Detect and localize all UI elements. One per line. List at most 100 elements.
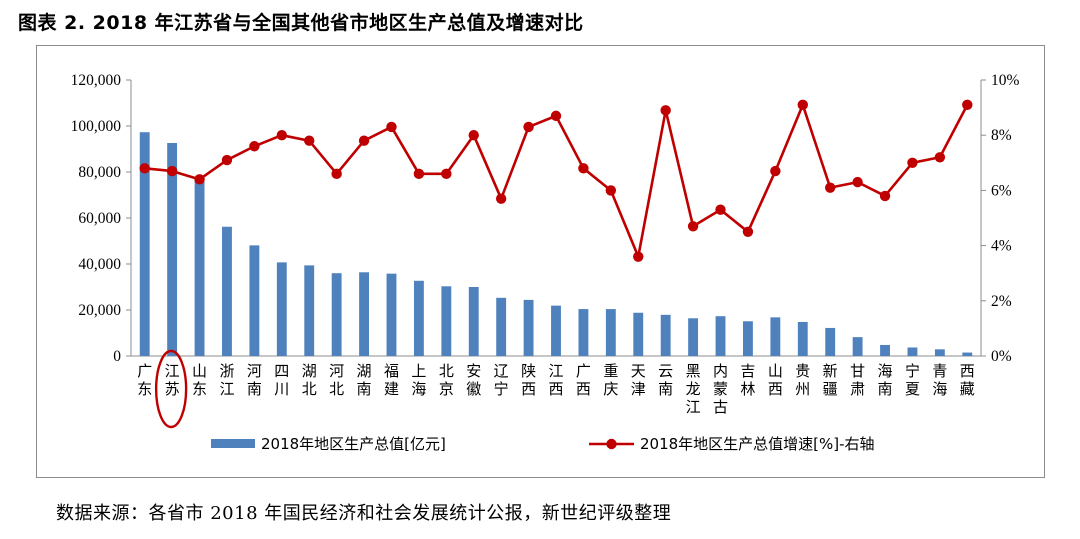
bar-gdp bbox=[304, 265, 315, 356]
x-tick-label: 河南 bbox=[247, 362, 262, 398]
left-axis-tick-label: 100,000 bbox=[71, 118, 122, 135]
x-tick-label: 山西 bbox=[768, 362, 783, 398]
right-axis-tick-label: 2% bbox=[991, 293, 1012, 310]
x-tick-label: 安徽 bbox=[466, 362, 481, 398]
bar-gdp bbox=[194, 180, 205, 356]
growth-point bbox=[468, 130, 479, 141]
x-tick-label: 浙江 bbox=[219, 362, 234, 398]
growth-point bbox=[495, 193, 507, 204]
x-tick-label: 内蒙古 bbox=[713, 362, 728, 416]
right-axis-tick-label: 10% bbox=[991, 72, 1020, 89]
chart-svg: 0 20,000 40,000 60,000 80,000 100,000 120,000 0… bbox=[71, 72, 1020, 453]
figure-source: 数据来源：各省市 2018 年国民经济和社会发展统计公报，新世纪评级整理 bbox=[56, 503, 672, 524]
bar-gdp bbox=[222, 226, 232, 356]
x-tick-label: 湖北 bbox=[302, 362, 317, 398]
bar-gdp bbox=[797, 321, 808, 356]
x-tick-label: 上海 bbox=[411, 362, 426, 398]
right-axis-tick-label: 0% bbox=[991, 348, 1012, 365]
legend-line-label: 2018年地区生产总值增速[%]-右轴 bbox=[640, 435, 875, 453]
bar-gdp bbox=[962, 352, 973, 356]
growth-point bbox=[578, 163, 589, 174]
growth-point bbox=[660, 105, 671, 116]
growth-point bbox=[852, 176, 863, 188]
bar-gdp bbox=[743, 321, 753, 356]
legend-bar-swatch bbox=[211, 439, 255, 448]
x-tick-label: 广西 bbox=[576, 362, 591, 398]
bar-gdp bbox=[715, 316, 726, 356]
growth-point bbox=[934, 152, 946, 163]
growth-point bbox=[358, 135, 370, 146]
left-axis-tick-label: 20,000 bbox=[78, 302, 121, 319]
growth-point bbox=[633, 251, 644, 262]
bar-gdp bbox=[359, 272, 369, 356]
bar-gdp bbox=[688, 318, 699, 356]
bar-gdp bbox=[825, 327, 836, 356]
bar-gdp bbox=[578, 309, 589, 356]
x-tick-label: 云南 bbox=[658, 362, 673, 398]
growth-point bbox=[742, 226, 754, 237]
growth-point bbox=[523, 121, 534, 133]
bar-gdp bbox=[249, 245, 260, 356]
legend-line-marker bbox=[606, 438, 617, 450]
bar-gdp bbox=[852, 337, 863, 356]
growth-point bbox=[249, 141, 260, 152]
chart-frame: 0 20,000 40,000 60,000 80,000 100,000 120,000 0… bbox=[36, 45, 1045, 478]
growth-point bbox=[687, 221, 699, 232]
x-tick-label: 宁夏 bbox=[905, 362, 920, 398]
growth-point bbox=[276, 130, 288, 141]
x-tick-label: 重庆 bbox=[603, 362, 618, 398]
x-tick-label: 新疆 bbox=[823, 362, 838, 398]
x-tick-label: 海南 bbox=[878, 362, 893, 398]
x-tick-label: 陕西 bbox=[521, 362, 536, 398]
x-tick-label: 山东 bbox=[192, 362, 207, 398]
growth-point bbox=[962, 99, 973, 111]
left-axis-tick-label: 40,000 bbox=[78, 256, 121, 273]
x-tick-label: 河北 bbox=[329, 362, 344, 398]
bar-gdp bbox=[633, 312, 644, 356]
left-axis-tick-label: 0 bbox=[113, 348, 121, 365]
x-tick-label: 江西 bbox=[548, 362, 563, 398]
right-axis-tick-label: 8% bbox=[991, 127, 1012, 144]
bar-gdp bbox=[468, 287, 479, 356]
bar-gdp bbox=[167, 143, 178, 356]
x-tick-label: 福建 bbox=[384, 362, 399, 398]
bar-gdp bbox=[907, 347, 918, 356]
growth-line bbox=[144, 103, 969, 258]
bar-gdp bbox=[523, 299, 534, 356]
left-axis-tick-label: 120,000 bbox=[71, 72, 122, 89]
bar-gdp bbox=[660, 314, 671, 356]
x-tick-label: 黑龙江 bbox=[686, 362, 701, 416]
bar-gdp bbox=[441, 286, 452, 356]
bar-gdp bbox=[386, 273, 397, 356]
growth-point bbox=[550, 110, 562, 122]
growth-point bbox=[304, 135, 315, 146]
x-tick-label: 西藏 bbox=[960, 362, 975, 398]
bar-gdp bbox=[880, 344, 890, 356]
growth-point bbox=[797, 99, 808, 111]
growth-point bbox=[413, 168, 425, 180]
bar-gdp bbox=[551, 305, 561, 356]
bar-gdp bbox=[139, 132, 150, 356]
x-tick-label: 广东 bbox=[137, 362, 152, 398]
right-axis-tick-label: 4% bbox=[991, 238, 1012, 255]
growth-point bbox=[221, 154, 233, 166]
x-tick-label: 天津 bbox=[631, 362, 646, 398]
x-tick-label: 甘肃 bbox=[850, 362, 865, 398]
growth-point bbox=[715, 204, 726, 215]
growth-point bbox=[824, 182, 836, 193]
x-tick-label: 江苏 bbox=[165, 362, 180, 398]
growth-point bbox=[386, 121, 397, 133]
x-tick-label: 吉林 bbox=[740, 362, 755, 398]
x-tick-label: 贵州 bbox=[795, 362, 810, 398]
growth-point bbox=[770, 165, 781, 177]
highlight-ellipse bbox=[154, 349, 188, 429]
x-tick-label: 湖南 bbox=[357, 362, 372, 398]
x-tick-label: 四川 bbox=[274, 362, 289, 398]
right-axis-tick-label: 6% bbox=[991, 182, 1012, 199]
growth-point bbox=[441, 168, 452, 180]
growth-point bbox=[907, 157, 918, 168]
x-tick-label: 青海 bbox=[932, 362, 947, 398]
growth-point bbox=[331, 168, 342, 180]
left-axis-tick-label: 60,000 bbox=[78, 210, 121, 227]
growth-point bbox=[879, 190, 891, 202]
